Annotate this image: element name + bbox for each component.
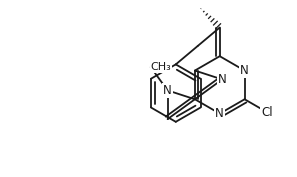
- Text: Cl: Cl: [261, 106, 273, 119]
- Text: N: N: [218, 73, 227, 86]
- Text: CH₃: CH₃: [151, 62, 171, 72]
- Text: N: N: [240, 64, 249, 77]
- Text: N: N: [215, 107, 224, 120]
- Text: N: N: [163, 84, 172, 97]
